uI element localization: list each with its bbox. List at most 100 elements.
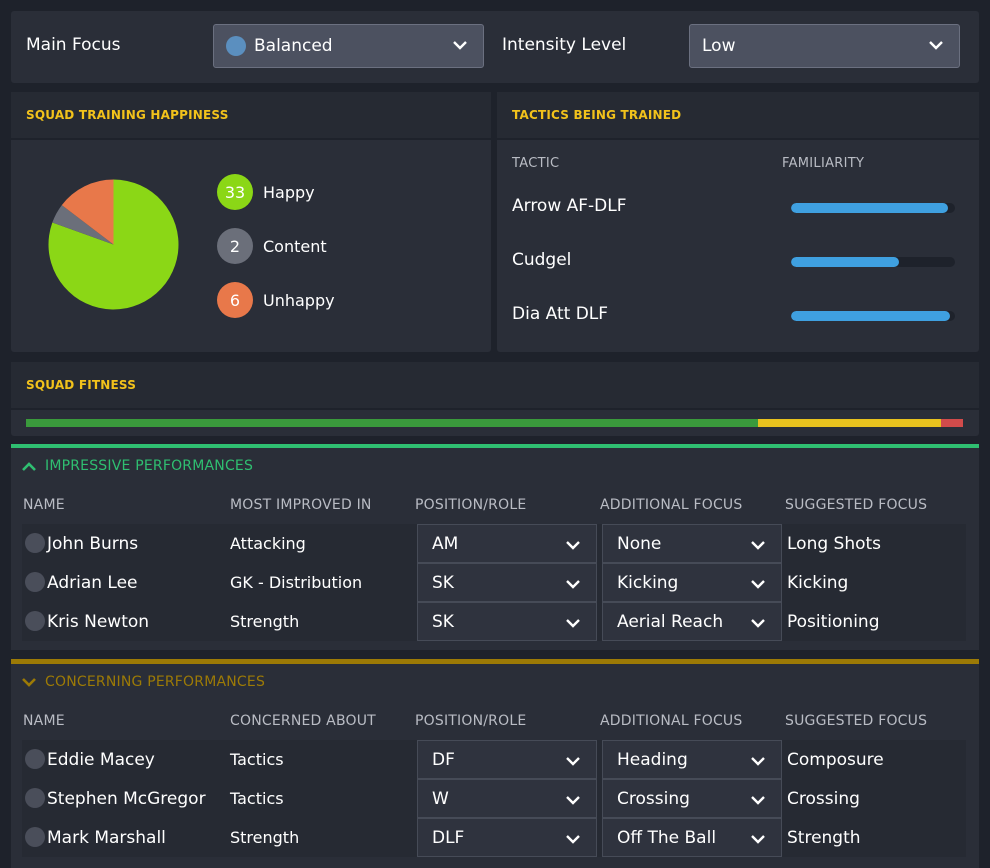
familiarity-bar-fill <box>791 257 900 267</box>
tactics-being-trained-panel: TACTICS BEING TRAINED TACTIC FAMILIARITY… <box>497 92 979 352</box>
additional-focus-value: Aerial Reach <box>617 611 724 632</box>
check-icon <box>25 611 45 631</box>
table-row[interactable]: John Burns Attacking AM None Long Shots <box>22 524 966 563</box>
position-role-value: SK <box>432 572 454 593</box>
suggested-focus-cell: Long Shots <box>787 533 882 554</box>
check-icon <box>25 749 45 769</box>
panel-title: SQUAD FITNESS <box>11 362 979 410</box>
check-icon <box>25 827 45 847</box>
count-badge: 2 <box>217 228 253 264</box>
familiarity-bar-fill <box>791 311 951 321</box>
additional-focus-dropdown[interactable]: None <box>602 524 782 563</box>
tactic-name: Arrow AF-DLF <box>512 196 627 216</box>
chevron-up-icon <box>22 462 36 471</box>
column-header-suggested-focus: SUGGESTED FOCUS <box>785 713 928 729</box>
area-cell: Strength <box>230 612 300 631</box>
position-role-value: DF <box>432 749 455 770</box>
player-name[interactable]: John Burns <box>47 533 139 554</box>
table-row[interactable]: Kris Newton Strength SK Aerial Reach Positio… <box>22 602 966 641</box>
position-role-dropdown[interactable]: DLF <box>417 818 597 857</box>
fitness-bar <box>26 419 963 427</box>
training-focus-bar: Main Focus Balanced Intensity Level Low <box>11 11 979 83</box>
area-cell: Strength <box>230 828 300 847</box>
check-icon <box>25 533 45 553</box>
additional-focus-value: None <box>617 533 662 554</box>
concerning-performances-toggle[interactable]: CONCERNING PERFORMANCES <box>11 664 979 700</box>
position-role-dropdown[interactable]: W <box>417 779 597 818</box>
impressive-performances-toggle[interactable]: IMPRESSIVE PERFORMANCES <box>11 448 979 484</box>
legend-label: Happy <box>263 182 315 202</box>
fitness-segment <box>940 419 963 427</box>
count-badge: 33 <box>217 174 253 210</box>
chevron-down-icon <box>751 580 765 589</box>
section-title: IMPRESSIVE PERFORMANCES <box>45 458 254 474</box>
chevron-down-icon <box>566 796 580 805</box>
position-role-dropdown[interactable]: SK <box>417 563 597 602</box>
suggested-focus-cell: Composure <box>787 749 884 770</box>
table-row[interactable]: Adrian Lee GK - Distribution SK Kicking Kick… <box>22 563 966 602</box>
chevron-down-icon <box>566 619 580 628</box>
player-name[interactable]: Adrian Lee <box>47 572 138 593</box>
additional-focus-dropdown[interactable]: Crossing <box>602 779 782 818</box>
column-header-suggested-focus: SUGGESTED FOCUS <box>785 497 928 513</box>
ball-icon <box>226 36 246 56</box>
chevron-down-icon <box>751 619 765 628</box>
column-header-additional-focus: ADDITIONAL FOCUS <box>600 497 743 513</box>
position-role-value: AM <box>432 533 459 554</box>
column-header-position: POSITION/ROLE <box>415 497 527 513</box>
additional-focus-dropdown[interactable]: Heading <box>602 740 782 779</box>
additional-focus-dropdown[interactable]: Off The Ball <box>602 818 782 857</box>
chevron-down-icon <box>566 757 580 766</box>
area-cell: Tactics <box>230 789 284 808</box>
intensity-value: Low <box>702 36 736 56</box>
squad-training-happiness-panel: SQUAD TRAINING HAPPINESS 33 Happy 2 Content… <box>11 92 491 352</box>
player-name[interactable]: Mark Marshall <box>47 827 166 848</box>
familiarity-bar <box>791 311 955 321</box>
familiarity-bar <box>791 203 955 213</box>
table-row[interactable]: Eddie Macey Tactics DF Heading Composure <box>22 740 966 779</box>
additional-focus-dropdown[interactable]: Aerial Reach <box>602 602 782 641</box>
chevron-down-icon <box>453 41 467 50</box>
table-row[interactable]: Mark Marshall Strength DLF Off The Ball Stre… <box>22 818 966 857</box>
chevron-down-icon <box>22 678 36 687</box>
additional-focus-value: Off The Ball <box>617 827 717 848</box>
additional-focus-dropdown[interactable]: Kicking <box>602 563 782 602</box>
additional-focus-value: Kicking <box>617 572 679 593</box>
position-role-dropdown[interactable]: DF <box>417 740 597 779</box>
column-header-position: POSITION/ROLE <box>415 713 527 729</box>
familiarity-bar <box>791 257 955 267</box>
chevron-down-icon <box>751 835 765 844</box>
chevron-down-icon <box>751 757 765 766</box>
area-cell: GK - Distribution <box>230 573 363 592</box>
position-role-value: SK <box>432 611 454 632</box>
column-header-name: NAME <box>23 713 65 729</box>
tactic-name: Cudgel <box>512 250 572 270</box>
intensity-label: Intensity Level <box>502 35 627 55</box>
column-header-tactic: TACTIC <box>512 156 560 171</box>
legend-item-unhappy: 6 Unhappy <box>217 282 335 318</box>
column-header-area: CONCERNED ABOUT <box>230 713 376 729</box>
suggested-focus-cell: Crossing <box>787 788 860 809</box>
chevron-down-icon <box>929 41 943 50</box>
chevron-down-icon <box>566 541 580 550</box>
position-role-dropdown[interactable]: AM <box>417 524 597 563</box>
table-row[interactable]: Stephen McGregor Tactics W Crossing Crossing <box>22 779 966 818</box>
position-role-value: W <box>432 788 449 809</box>
position-role-dropdown[interactable]: SK <box>417 602 597 641</box>
check-icon <box>25 572 45 592</box>
player-name[interactable]: Eddie Macey <box>47 749 155 770</box>
chevron-down-icon <box>566 580 580 589</box>
player-name[interactable]: Stephen McGregor <box>47 788 206 809</box>
concerning-performances-section: CONCERNING PERFORMANCES NAME CONCERNED AB… <box>11 659 979 868</box>
panel-title: TACTICS BEING TRAINED <box>497 92 979 140</box>
player-name[interactable]: Kris Newton <box>47 611 150 632</box>
fitness-segment <box>757 419 941 427</box>
chevron-down-icon <box>751 541 765 550</box>
main-focus-select[interactable]: Balanced <box>213 24 484 68</box>
legend-label: Content <box>263 236 327 256</box>
intensity-select[interactable]: Low <box>689 24 960 68</box>
suggested-focus-cell: Positioning <box>787 611 880 632</box>
happiness-pie-chart <box>48 179 179 310</box>
section-title: CONCERNING PERFORMANCES <box>45 674 266 690</box>
column-header-familiarity: FAMILIARITY <box>782 156 865 171</box>
